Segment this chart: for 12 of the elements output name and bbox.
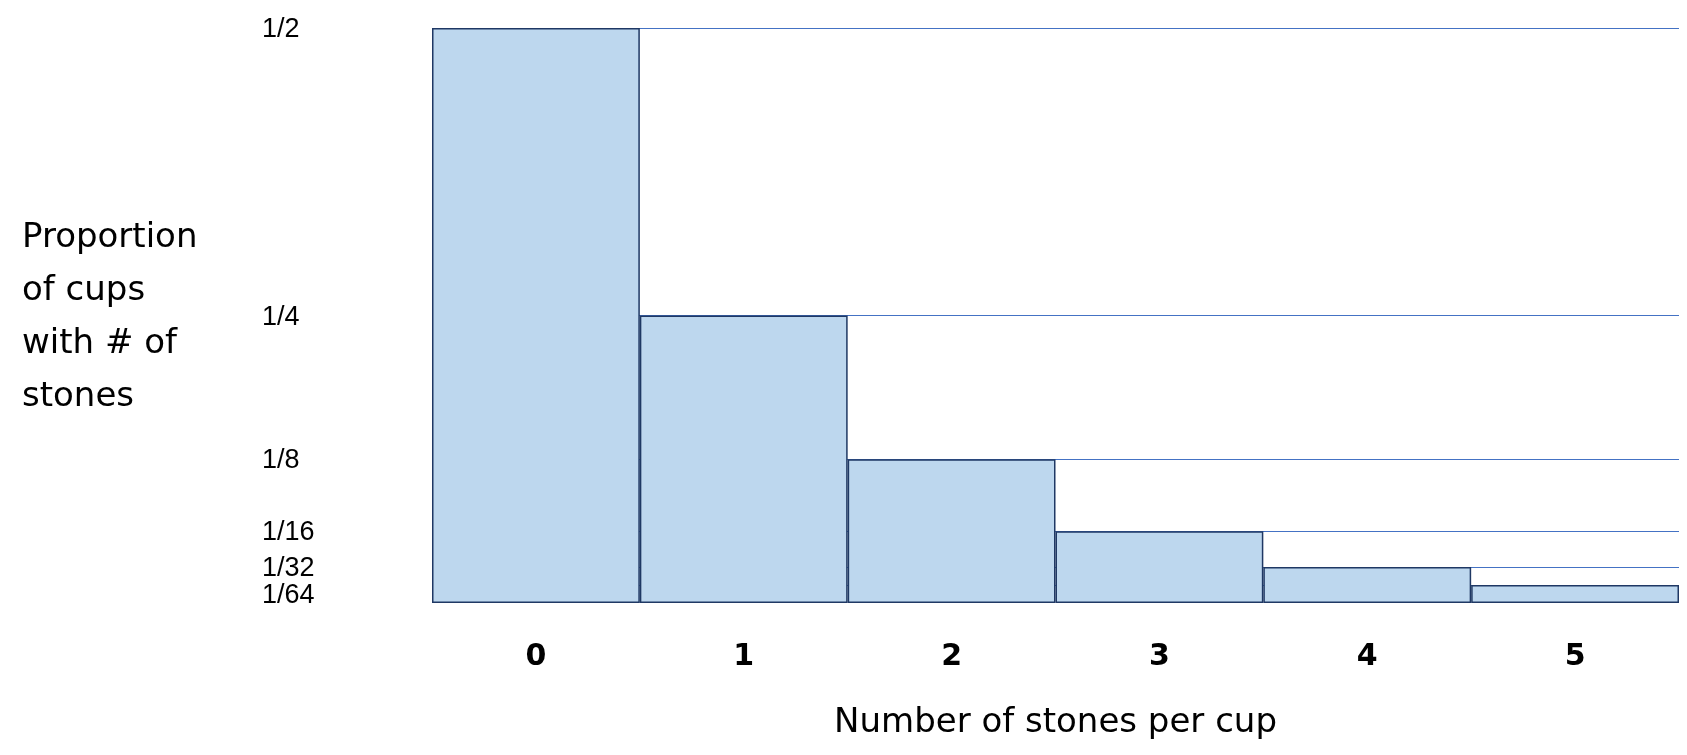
- x-tick-label: 3: [1148, 636, 1170, 672]
- x-tick-label: 4: [1356, 636, 1378, 672]
- x-tick-label: 2: [941, 636, 963, 672]
- x-tick-label: 1: [733, 636, 755, 672]
- x-axis-title: Number of stones per cup: [834, 700, 1277, 740]
- y-tick-label: 1/2: [262, 13, 300, 43]
- x-tick-label: 5: [1564, 636, 1586, 672]
- y-tick-label: 1/16: [262, 516, 315, 547]
- y-tick-label: 1/4: [262, 300, 300, 331]
- y-tick-label: 1/8: [262, 444, 300, 475]
- y-axis-title: Proportion of cups with # of stones: [22, 214, 209, 414]
- x-tick-label: 0: [525, 636, 547, 672]
